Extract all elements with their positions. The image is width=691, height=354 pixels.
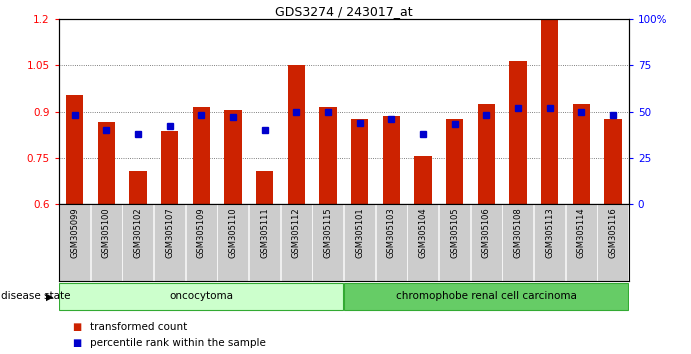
Bar (534, 204, 565, 281)
Bar (383, 116, 400, 204)
Text: GSM305099: GSM305099 (70, 207, 79, 258)
Text: GSM305115: GSM305115 (323, 207, 332, 258)
Text: GSM305116: GSM305116 (609, 207, 618, 258)
Text: GSM305110: GSM305110 (229, 207, 238, 258)
Bar (249, 204, 280, 281)
Bar (256, 171, 274, 204)
Bar (281, 204, 312, 281)
Bar (344, 204, 375, 281)
Bar (604, 119, 622, 204)
Bar (97, 122, 115, 204)
Bar (414, 156, 432, 204)
Bar (59, 283, 343, 310)
Bar (573, 104, 590, 204)
Bar (344, 283, 628, 310)
Bar (541, 19, 558, 204)
Text: GSM305108: GSM305108 (513, 207, 522, 258)
Bar (598, 204, 629, 281)
Bar (161, 131, 178, 204)
Text: transformed count: transformed count (90, 322, 187, 332)
Text: GSM305104: GSM305104 (419, 207, 428, 258)
Bar (91, 204, 122, 281)
Bar (439, 204, 470, 281)
Bar (477, 104, 495, 204)
Text: percentile rank within the sample: percentile rank within the sample (90, 338, 266, 348)
Bar (408, 204, 439, 281)
Text: GSM305107: GSM305107 (165, 207, 174, 258)
Text: GSM305113: GSM305113 (545, 207, 554, 258)
Text: chromophobe renal cell carcinoma: chromophobe renal cell carcinoma (396, 291, 577, 301)
Text: GSM305114: GSM305114 (577, 207, 586, 258)
Bar (376, 204, 407, 281)
Bar (287, 65, 305, 204)
Bar (154, 204, 185, 281)
Bar (224, 110, 242, 204)
Text: GSM305111: GSM305111 (260, 207, 269, 258)
Text: GSM305101: GSM305101 (355, 207, 364, 258)
Bar (502, 204, 533, 281)
Text: GSM305105: GSM305105 (450, 207, 459, 258)
Text: GSM305106: GSM305106 (482, 207, 491, 258)
Bar (186, 204, 217, 281)
Bar (59, 204, 90, 281)
Text: disease state: disease state (1, 291, 70, 302)
Bar (509, 61, 527, 204)
Title: GDS3274 / 243017_at: GDS3274 / 243017_at (275, 5, 413, 18)
Text: GSM305112: GSM305112 (292, 207, 301, 258)
Text: ▶: ▶ (46, 291, 54, 302)
Bar (566, 204, 597, 281)
Text: GSM305102: GSM305102 (133, 207, 142, 258)
Bar (66, 95, 84, 204)
Bar (319, 107, 337, 204)
Text: GSM305100: GSM305100 (102, 207, 111, 258)
Bar (218, 204, 249, 281)
Text: ■: ■ (73, 322, 82, 332)
Bar (312, 204, 343, 281)
Text: ■: ■ (73, 338, 82, 348)
Text: GSM305103: GSM305103 (387, 207, 396, 258)
Bar (471, 204, 502, 281)
Text: oncocytoma: oncocytoma (169, 291, 234, 301)
Bar (129, 171, 146, 204)
Bar (446, 119, 464, 204)
Bar (193, 107, 210, 204)
Bar (122, 204, 153, 281)
Bar (351, 119, 368, 204)
Text: GSM305109: GSM305109 (197, 207, 206, 258)
